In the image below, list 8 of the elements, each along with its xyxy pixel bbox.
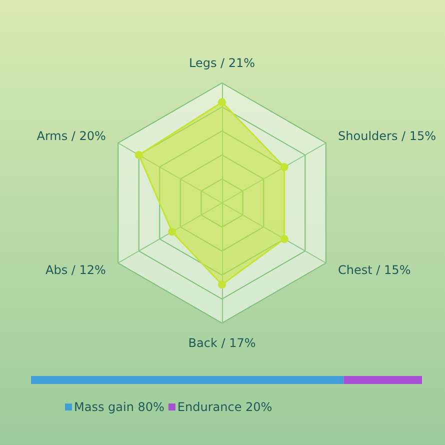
legend-label: Endurance 20% — [177, 400, 272, 414]
spoke-label: Arms / 20% — [36, 129, 106, 143]
spoke-label: Shoulders / 15% — [338, 129, 436, 143]
legend-label: Mass gain 80% — [74, 400, 164, 414]
spoke-label: Abs / 12% — [46, 263, 106, 277]
spoke-label: Legs / 21% — [188, 56, 256, 70]
spoke-label: Back / 17% — [188, 336, 256, 350]
spoke-label: Chest / 15% — [338, 263, 411, 277]
